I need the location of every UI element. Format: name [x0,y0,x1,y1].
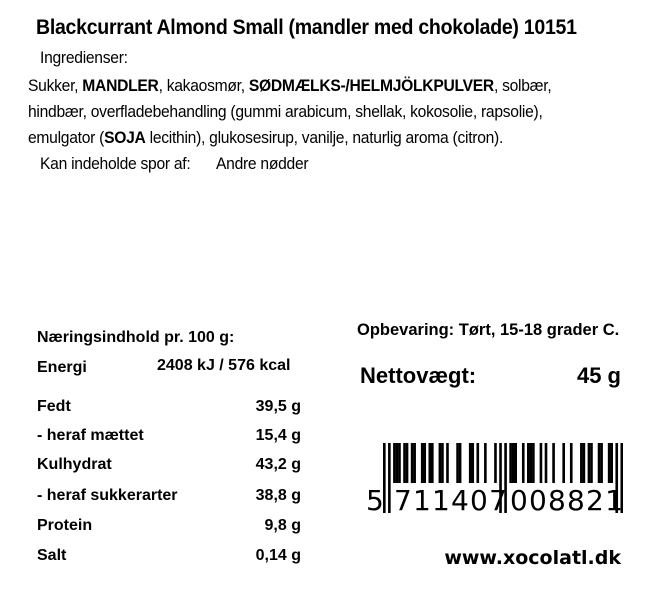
ingredients-line: emulgator (SOJA lecithin), glukosesirup,… [28,128,503,148]
nutrition-row-label: - heraf mættet [37,427,144,444]
barcode-bar [413,443,416,483]
barcode-bar [597,443,601,483]
nutrition-row-value: 39,5 g [255,398,301,415]
barcode-bar [476,443,480,483]
barcode-bar [569,443,573,483]
barcode-bar [405,443,409,483]
nutrition-heading: Næringsindhold pr. 100 g: [37,329,235,346]
barcode-bar [441,443,444,483]
barcode-bar [388,443,391,513]
barcode-bar [509,443,512,483]
barcode-bar [580,443,583,483]
barcode-bar [532,443,535,483]
nutrition-row-value: 15,4 g [255,427,301,444]
nutrition-row-label: Protein [37,517,93,534]
barcode-bar [456,443,459,483]
energy-label: Energi [37,359,87,376]
nutrition-row-label: Fedt [37,398,71,415]
barcode-bar [504,443,507,513]
barcode-bar [607,443,611,483]
barcode-bar [484,443,487,483]
barcode-bar [600,443,603,483]
ingredient-text: hindbær, overfladebehandling (gummi arab… [28,102,543,121]
allergen-text: SØDMÆLKS-/HELMJÖLKPULVER [248,76,494,95]
barcode-first-digit: 5 [366,484,384,517]
barcode-bar [410,443,414,483]
ingredients-line: hindbær, overfladebehandling (gummi arab… [28,102,543,122]
nutrition-row-value: 0,14 g [255,547,301,564]
barcode-bar [458,443,462,483]
barcode-bar [590,443,593,483]
nutrition-row-value: 38,8 g [255,487,301,504]
net-weight-value: 45 g [576,363,621,388]
barcode-bar [620,443,623,513]
barcode-bar [393,443,396,483]
barcode-bar [610,443,613,483]
barcode [383,443,623,513]
barcode-bar [514,443,517,483]
barcode-bar [582,443,586,483]
barcode-bar [446,443,449,483]
ingredient-text: , solbær, [493,76,552,95]
allergen-text: SOJA [104,128,146,147]
barcode-right-digits: 008821 [510,484,625,517]
barcode-bar [438,443,442,483]
barcode-bar [615,443,619,513]
ingredient-text: emulgator ( [28,128,105,147]
barcode-bar [587,443,591,483]
barcode-bar [431,443,434,483]
ingredient-text: lecithin), glukosesirup, vanilje, naturl… [145,128,504,147]
barcode-bar [398,443,401,483]
allergen-text: MANDLER [82,76,159,95]
traces-label: Kan indeholde spor af: [40,154,191,173]
barcode-bar [471,443,475,483]
website-url: www.xocolatl.dk [444,547,621,569]
barcode-bar [552,443,555,483]
nutrition-row-label: - heraf sukkerarter [37,487,178,504]
barcode-bar [423,443,427,483]
barcode-bar [544,443,548,483]
barcode-bar [420,443,424,483]
product-title: Blackcurrant Almond Small (mandler med c… [36,16,577,39]
barcode-bar [562,443,565,483]
barcode-bar [395,443,399,483]
ingredient-text: Sukker, [28,76,83,95]
ingredients-label: Ingredienser: [40,48,128,67]
barcode-bar [403,443,406,483]
nutrition-row-value: 43,2 g [255,456,301,473]
barcode-bar [511,443,515,483]
net-weight-label: Nettovægt: [360,363,477,388]
barcode-bar [527,443,530,483]
ingredient-text: , kakaosmør, [158,76,249,95]
barcode-bar [499,443,502,513]
ingredients-line: Sukker, MANDLER, kakaosmør, SØDMÆLKS-/HE… [28,76,552,96]
energy-value: 2408 kJ / 576 kcal [157,357,291,374]
barcode-bar [521,443,525,483]
barcode-left-digits: 711407 [394,484,509,517]
storage-info: Opbevaring: Tørt, 15-18 grader C. [357,321,620,339]
nutrition-row-value: 9,8 g [264,517,301,534]
barcode-bar [428,443,432,483]
traces-value: Andre nødder [216,154,309,173]
barcode-bar [529,443,533,483]
nutrition-row-label: Kulhydrat [37,456,112,473]
barcode-bar [468,443,472,483]
nutrition-row-label: Salt [37,547,67,564]
barcode-bar [383,443,386,513]
barcode-bar [494,443,497,483]
barcode-bar [539,443,543,483]
